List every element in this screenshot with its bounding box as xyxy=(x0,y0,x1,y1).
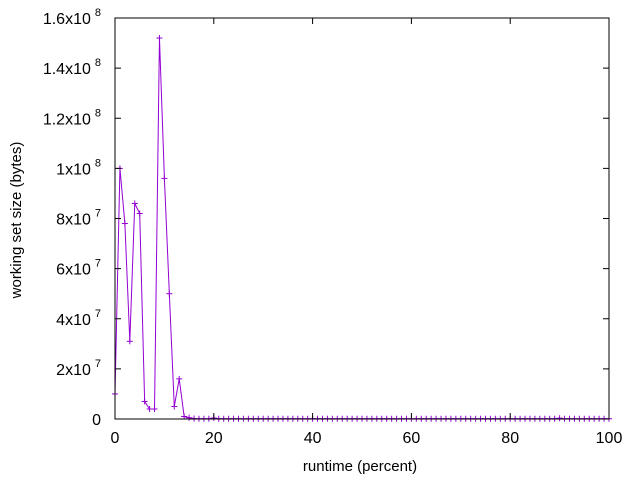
y-tick-mantissa: 8x10 xyxy=(56,212,91,229)
y-axis-title: working set size (bytes) xyxy=(8,142,25,300)
data-point xyxy=(176,375,183,382)
x-tick-label: 40 xyxy=(304,430,322,447)
data-point xyxy=(171,403,178,410)
x-tick-label: 100 xyxy=(596,430,623,447)
y-tick-mantissa: 1.2x10 xyxy=(43,111,91,128)
y-tick-label: 1.4x10 8 xyxy=(43,57,101,78)
y-tick-exponent: 7 xyxy=(95,358,101,370)
y-tick-exponent: 8 xyxy=(95,157,101,169)
data-point xyxy=(151,405,158,412)
x-tick-label: 80 xyxy=(501,430,519,447)
data-point xyxy=(181,413,188,420)
y-tick-mantissa: 1.6x10 xyxy=(43,11,91,28)
x-axis-title: runtime (percent) xyxy=(303,458,417,475)
x-tick-label: 60 xyxy=(403,430,421,447)
data-point xyxy=(166,290,173,297)
y-tick-mantissa: 1x10 xyxy=(56,161,91,178)
y-tick-label: 6x10 7 xyxy=(56,258,101,279)
data-point xyxy=(141,398,148,405)
marks-layer xyxy=(112,35,612,422)
series-line xyxy=(114,38,609,420)
y-tick-label: 1x10 8 xyxy=(56,157,101,178)
y-tick-exponent: 7 xyxy=(95,208,101,220)
y-tick-mantissa: 0 xyxy=(92,412,101,429)
y-tick-mantissa: 4x10 xyxy=(56,312,91,329)
x-tick-label: 20 xyxy=(205,430,223,447)
axes-layer xyxy=(114,17,610,420)
data-point xyxy=(186,414,193,421)
data-point xyxy=(161,175,168,182)
data-point xyxy=(156,35,163,42)
data-point xyxy=(136,210,143,217)
y-tick-mantissa: 1.4x10 xyxy=(43,61,91,78)
y-tick-label: 8x10 7 xyxy=(56,208,101,229)
data-point xyxy=(121,220,128,227)
plot-border xyxy=(114,17,610,420)
y-tick-label: 0 xyxy=(92,412,101,429)
data-point xyxy=(126,338,133,345)
y-tick-exponent: 8 xyxy=(95,7,101,19)
y-tick-label: 2x10 7 xyxy=(56,358,101,379)
data-point xyxy=(556,415,563,422)
y-tick-label: 4x10 7 xyxy=(56,308,101,329)
y-tick-exponent: 8 xyxy=(95,107,101,119)
y-tick-mantissa: 2x10 xyxy=(56,362,91,379)
y-tick-exponent: 8 xyxy=(95,57,101,69)
y-tick-exponent: 7 xyxy=(95,258,101,270)
data-point xyxy=(131,200,138,207)
x-tick-label: 0 xyxy=(111,430,120,447)
y-tick-label: 1.2x10 8 xyxy=(43,107,101,128)
y-tick-label: 1.6x10 8 xyxy=(43,7,101,28)
y-tick-exponent: 7 xyxy=(95,308,101,320)
y-tick-mantissa: 6x10 xyxy=(56,262,91,279)
